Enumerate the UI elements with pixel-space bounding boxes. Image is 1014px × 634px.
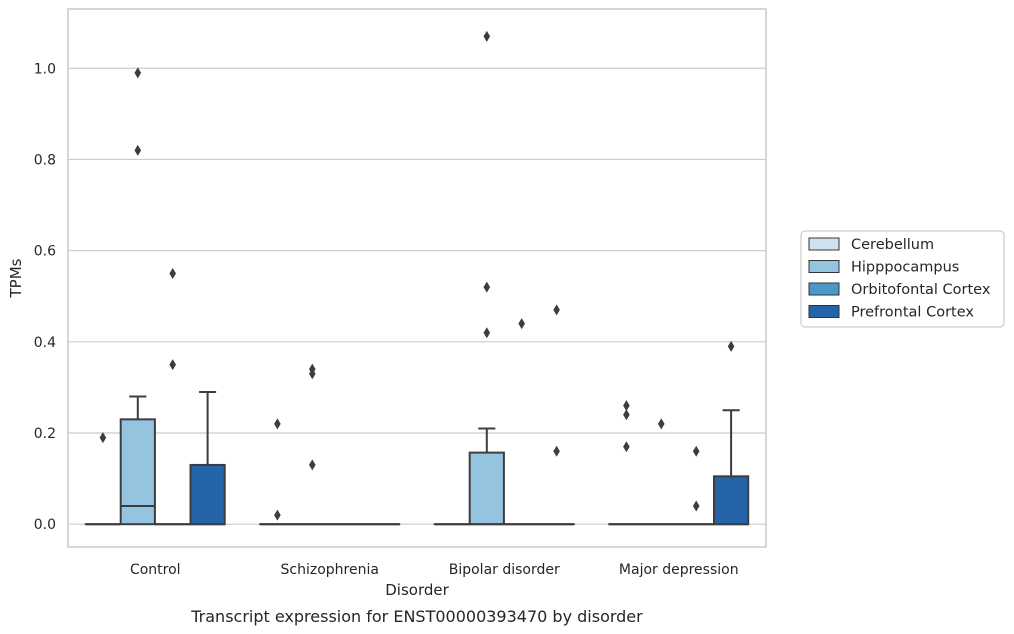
y-tick-label: 0.0 <box>34 517 56 533</box>
outlier-point <box>727 340 735 352</box>
box-group <box>503 318 540 526</box>
outlier-point <box>623 400 630 412</box>
outlier-point <box>134 144 142 156</box>
y-tick-label: 0.6 <box>34 244 56 260</box>
legend-swatch <box>808 237 840 251</box>
y-tick-labels: 0.0 0.2 0.4 0.6 0.8 1.0 <box>34 61 56 533</box>
y-tick-label: 0.2 <box>34 426 56 442</box>
legend-box <box>800 230 1005 328</box>
box-group <box>294 363 331 526</box>
y-tick-label: 0.8 <box>34 152 56 168</box>
x-axis-label: Disorder <box>385 581 449 599</box>
y-axis-label: TPMs <box>7 258 25 298</box>
outlier-point <box>553 445 560 457</box>
outlier-point <box>483 327 491 339</box>
y-tick-label: 0.4 <box>34 335 56 351</box>
outlier-point <box>309 459 316 471</box>
chart-caption: Transcript expression for ENST0000039347… <box>190 607 643 626</box>
y-tick-label: 1.0 <box>34 61 56 77</box>
box <box>119 418 156 526</box>
legend-label: Prefrontal Cortex <box>851 305 974 321</box>
x-tick-label: Schizophrenia <box>281 562 379 578</box>
x-tick-label: Bipolar disorder <box>449 562 560 578</box>
outlier-point <box>483 30 491 42</box>
plot-frame <box>67 8 767 548</box>
outlier-point <box>692 445 700 457</box>
legend-swatch <box>808 260 840 273</box>
outlier-point <box>658 418 665 430</box>
x-tick-label: Major depression <box>619 562 739 578</box>
outlier-point <box>692 500 700 512</box>
plot-marks <box>84 30 750 526</box>
legend-label: Hipppocampus <box>851 260 959 276</box>
outlier-point <box>169 359 176 371</box>
box-group <box>468 30 505 526</box>
outlier-point <box>309 363 316 375</box>
outlier-point <box>274 509 281 521</box>
legend: Cerebellum Hipppocampus Orbitofontal Corte… <box>800 230 1005 328</box>
outlier-point <box>483 281 491 293</box>
box <box>189 463 226 526</box>
box <box>712 475 750 526</box>
legend-swatch <box>808 305 840 318</box>
outlier-point <box>169 267 176 279</box>
box-group <box>538 304 575 526</box>
outlier-point <box>553 304 560 316</box>
box-group <box>189 390 226 526</box>
box-group <box>712 340 750 526</box>
outlier-point <box>623 441 630 453</box>
outlier-point <box>99 432 107 444</box>
legend-label: Cerebellum <box>851 237 934 253</box>
box-group <box>678 445 715 526</box>
x-tick-label: Control <box>130 562 181 578</box>
x-tick-labels: Control Schizophrenia Bipolar disorder Majo… <box>130 562 739 578</box>
outlier-point <box>274 418 281 430</box>
outlier-point <box>623 409 630 421</box>
legend-swatch <box>808 282 840 296</box>
outlier-point <box>134 67 142 79</box>
outlier-point <box>518 318 525 330</box>
box <box>468 451 505 526</box>
box-group <box>259 418 296 526</box>
legend-label: Orbitofontal Cortex <box>851 282 991 298</box>
box-group <box>119 67 156 526</box>
